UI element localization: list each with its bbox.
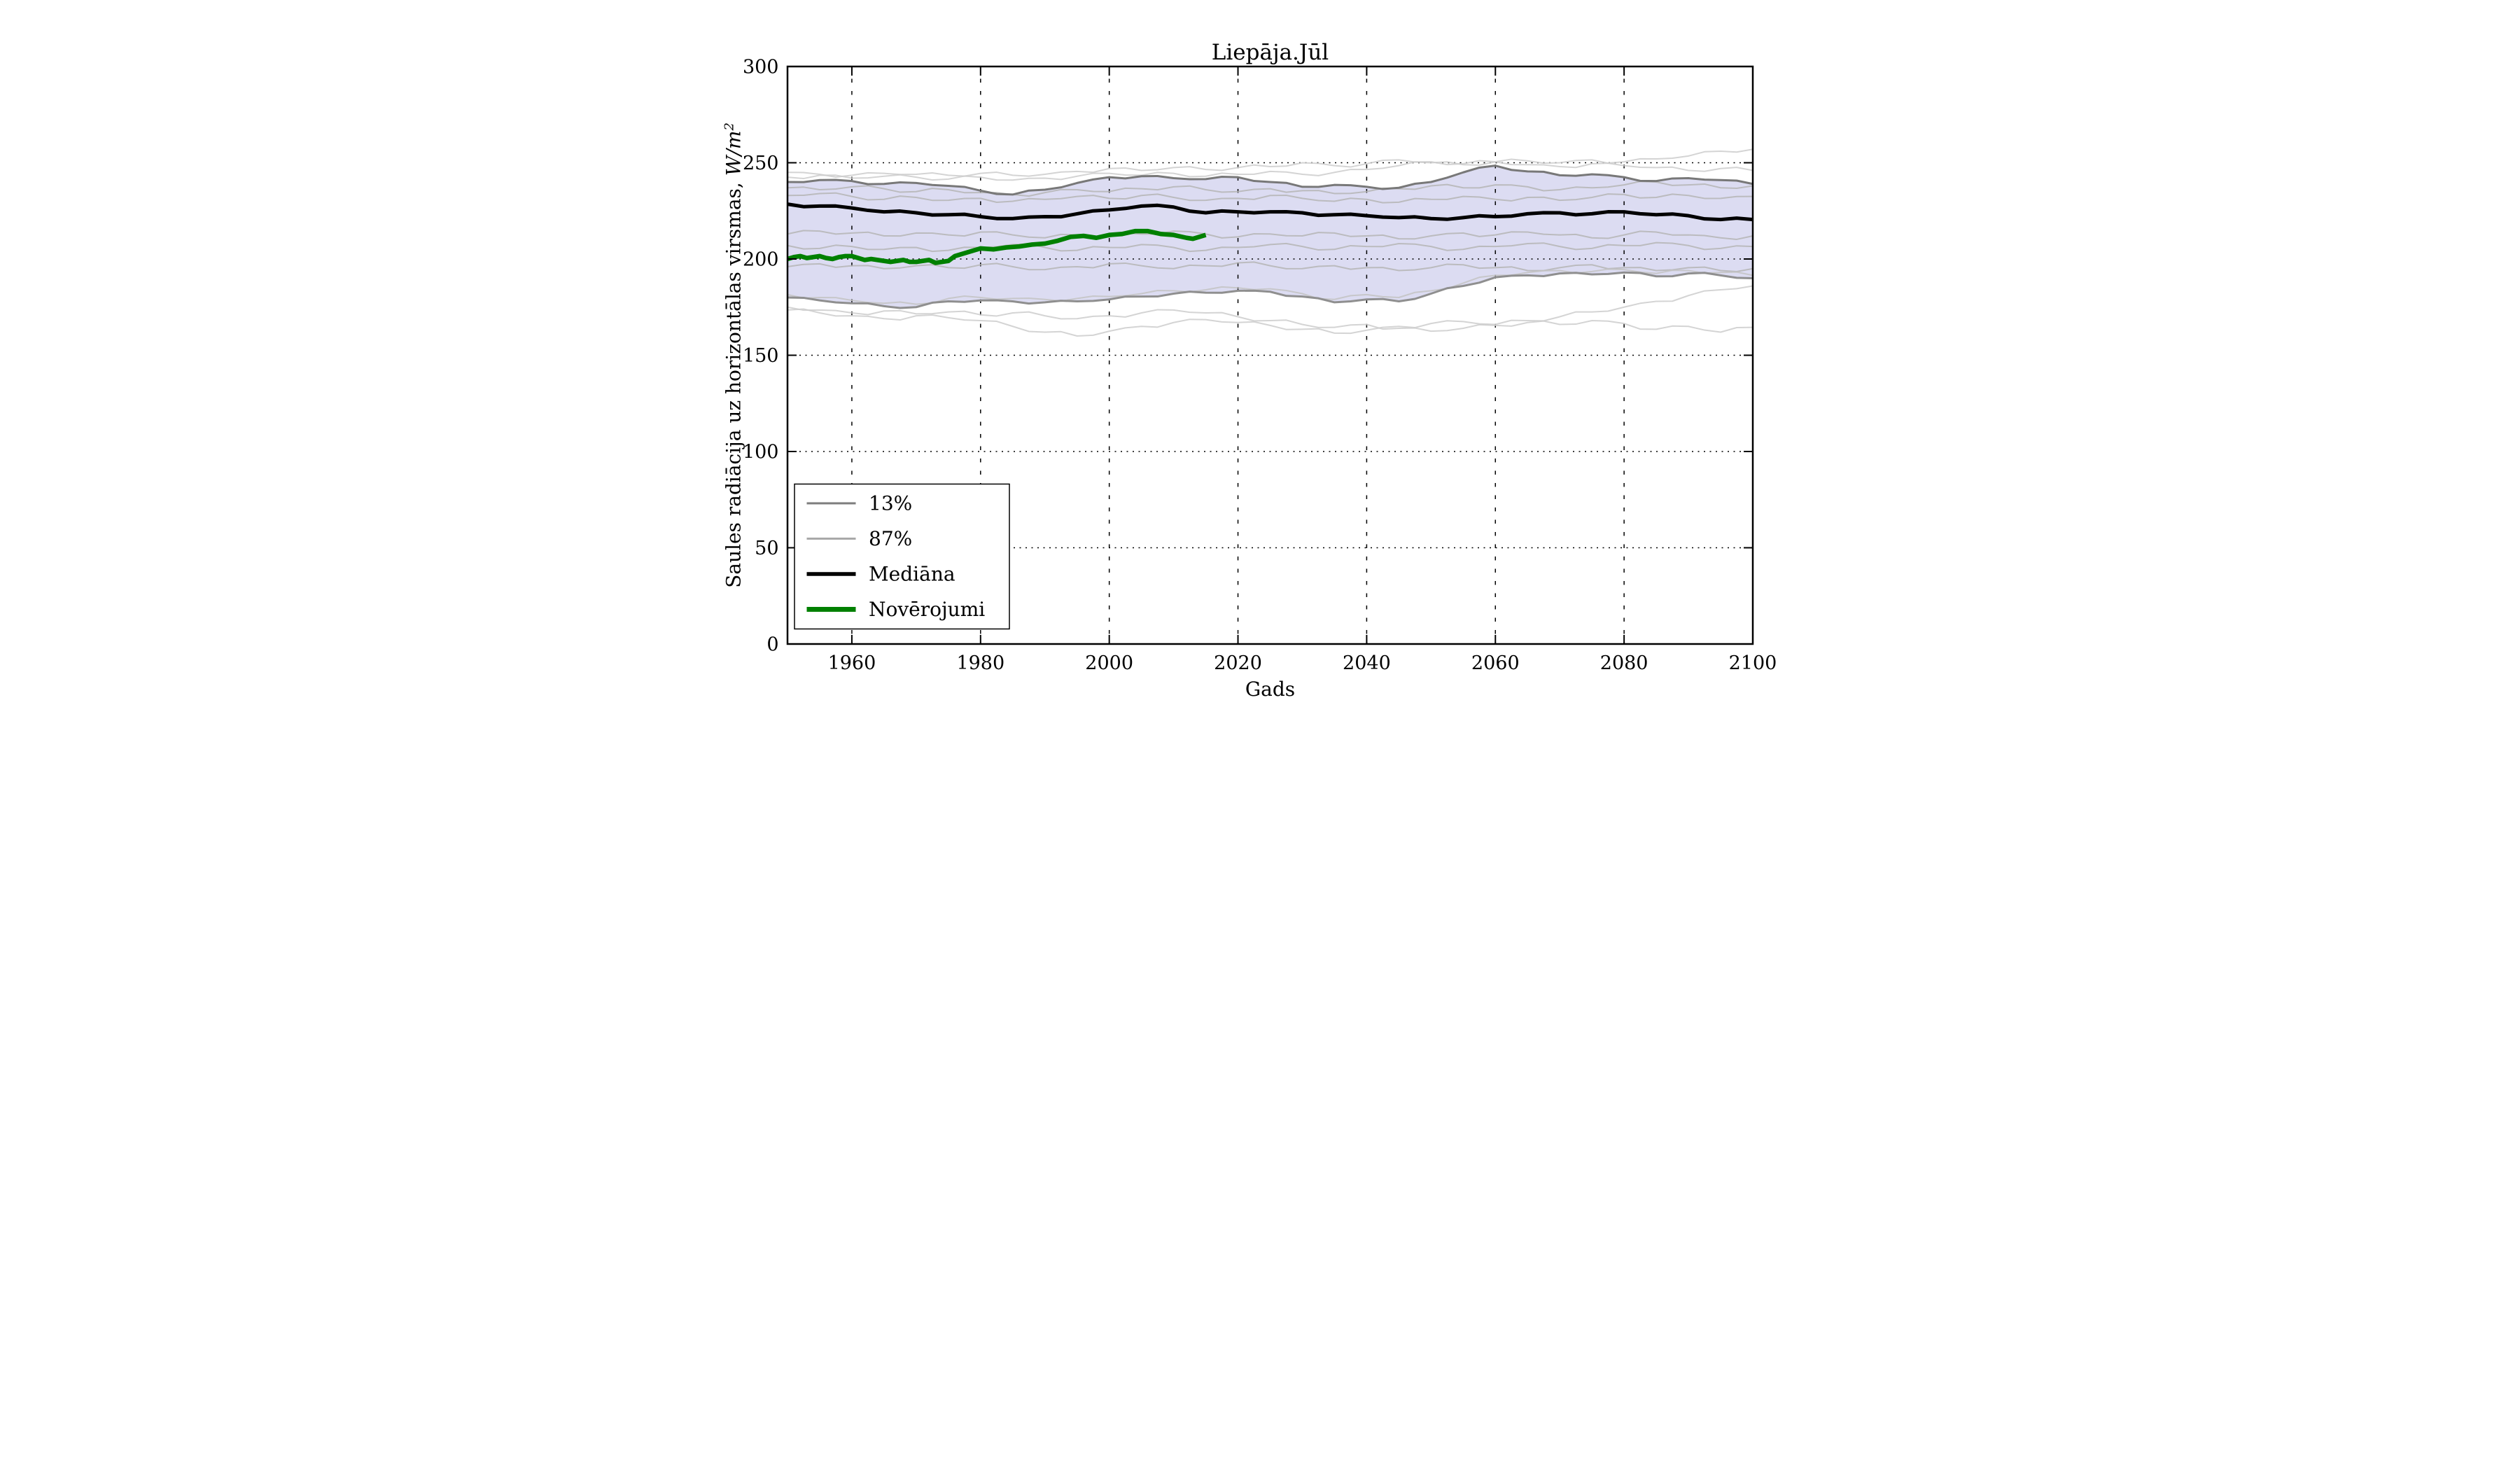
legend-label-2: 87% [869, 527, 912, 550]
x-tick-label-2020: 2020 [1214, 652, 1262, 674]
axes-layer: 0 50 100 150 200 250 300 1960 1980 2000 2020 2040 20… [743, 57, 1777, 675]
y-tick-label-50: 50 [755, 538, 778, 559]
legend: 13% 87% Mediāna Novērojumi [794, 483, 1010, 630]
legend-box [794, 483, 1010, 630]
series-run7-line [787, 285, 1754, 337]
main-series-layer [787, 164, 1754, 309]
legend-label-4: Novērojumi [869, 598, 985, 621]
x-tick-label-1960: 1960 [828, 652, 876, 674]
legend-label-3: Mediāna [869, 563, 955, 586]
y-tick-label-250: 250 [743, 153, 779, 174]
x-tick-label-1980: 1980 [956, 652, 1004, 674]
y-tick-label-200: 200 [743, 249, 779, 271]
series-run5-line [787, 230, 1754, 240]
series-run1-line [787, 148, 1754, 178]
x-tick-label-2040: 2040 [1343, 652, 1391, 674]
model-runs-layer [787, 148, 1754, 337]
figure: 0 50 100 150 200 250 300 1960 1980 2000 2020 2040 20… [630, 0, 1890, 735]
y-tick-label-100: 100 [743, 442, 779, 463]
series-run3-line [787, 181, 1754, 197]
series-observations-line [787, 228, 1207, 265]
chart-title: Liepāja.Jūl [1212, 40, 1329, 65]
series-pct87-line [787, 164, 1754, 196]
radiation-chart: 0 50 100 150 200 250 300 1960 1980 2000 2020 2040 20… [722, 40, 1777, 701]
y-tick-label-300: 300 [743, 57, 779, 78]
series-run9-line [787, 261, 1754, 272]
labels-layer: Liepāja.Jūl Gads Saules radiācija uz hor… [722, 40, 1329, 701]
gridline-layer [788, 66, 1753, 644]
series-run6-line [787, 241, 1754, 253]
series-pct13-line [787, 271, 1754, 309]
x-tick-label-2000: 2000 [1085, 652, 1133, 674]
x-axis-label: Gads [1245, 678, 1295, 701]
x-tick-label-2100: 2100 [1729, 652, 1777, 674]
x-tick-label-2080: 2080 [1600, 652, 1648, 674]
y-tick-label-150: 150 [743, 345, 779, 367]
series-run10-line [787, 268, 1754, 305]
legend-label-1: 13% [869, 492, 912, 515]
series-run8-line [787, 306, 1754, 333]
x-tick-label-2060: 2060 [1471, 652, 1520, 674]
y-axis-label: Saules radiācija uz horizontālas virsmas… [722, 122, 746, 588]
y-tick-label-0: 0 [766, 634, 778, 656]
series-run2-line [787, 160, 1754, 181]
series-run4-line [787, 192, 1754, 204]
series-median-line [787, 202, 1754, 222]
